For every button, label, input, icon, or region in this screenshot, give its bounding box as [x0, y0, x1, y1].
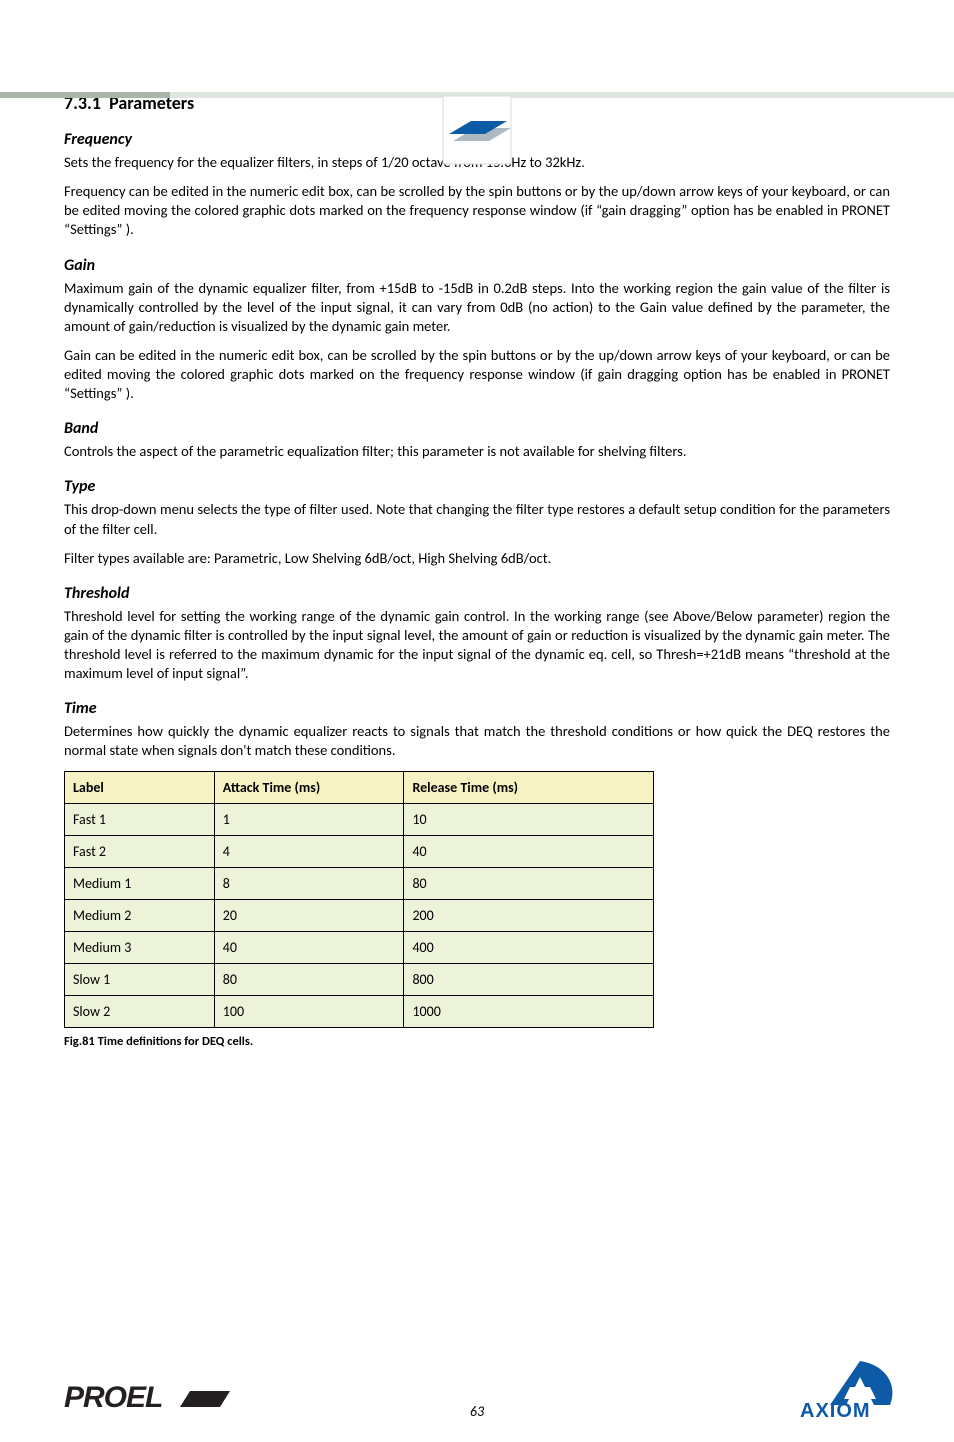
- table-row: Slow 180800: [65, 963, 654, 995]
- table-row: Medium 220200: [65, 899, 654, 931]
- table-header-row: LabelAttack Time (ms)Release Time (ms): [65, 771, 654, 803]
- table-cell: 80: [214, 963, 404, 995]
- table-cell: 40: [214, 931, 404, 963]
- table-header-cell: Label: [65, 771, 215, 803]
- header-arrow-icon: [419, 94, 535, 173]
- body-text: Maximum gain of the dynamic equalizer fi…: [64, 279, 890, 336]
- table-row: Fast 2440: [65, 835, 654, 867]
- table-cell: Slow 2: [65, 995, 215, 1027]
- table-cell: 100: [214, 995, 404, 1027]
- table-cell: 80: [404, 867, 654, 899]
- table-cell: Fast 2: [65, 835, 215, 867]
- param-heading-band: Band: [64, 419, 890, 438]
- body-text: Threshold level for setting the working …: [64, 607, 890, 684]
- table-cell: 800: [404, 963, 654, 995]
- param-heading-type: Type: [64, 477, 890, 496]
- table-cell: Slow 1: [65, 963, 215, 995]
- table-cell: 40: [404, 835, 654, 867]
- body-text: Controls the aspect of the parametric eq…: [64, 442, 890, 461]
- table-cell: Medium 2: [65, 899, 215, 931]
- body-text: This drop-down menu selects the type of …: [64, 500, 890, 538]
- table-cell: Medium 1: [65, 867, 215, 899]
- body-text: Gain can be edited in the numeric edit b…: [64, 346, 890, 403]
- table-row: Slow 21001000: [65, 995, 654, 1027]
- table-row: Fast 1110: [65, 803, 654, 835]
- table-cell: 1: [214, 803, 404, 835]
- svg-text:AXIOM: AXIOM: [800, 1400, 871, 1421]
- table-cell: 10: [404, 803, 654, 835]
- body-text: Filter types available are: Parametric, …: [64, 549, 890, 568]
- figure-caption: Fig.81 Time definitions for DEQ cells.: [64, 1034, 890, 1049]
- table-header-cell: Attack Time (ms): [214, 771, 404, 803]
- table-cell: 20: [214, 899, 404, 931]
- axiom-logo: AXIOM: [790, 1357, 910, 1426]
- table-row: Medium 340400: [65, 931, 654, 963]
- table-cell: Fast 1: [65, 803, 215, 835]
- svg-text:PROEL: PROEL: [64, 1381, 162, 1414]
- param-heading-gain: Gain: [64, 256, 890, 275]
- page-footer: PROEL 63 AXIOM: [0, 1403, 954, 1420]
- proel-logo: PROEL: [64, 1377, 232, 1424]
- param-heading-threshold: Threshold: [64, 584, 890, 603]
- deq-time-table: LabelAttack Time (ms)Release Time (ms) F…: [64, 771, 654, 1028]
- table-header-cell: Release Time (ms): [404, 771, 654, 803]
- table-row: Medium 1880: [65, 867, 654, 899]
- table-cell: 4: [214, 835, 404, 867]
- body-text: Frequency can be edited in the numeric e…: [64, 182, 890, 239]
- table-cell: 200: [404, 899, 654, 931]
- table-cell: 400: [404, 931, 654, 963]
- table-cell: 1000: [404, 995, 654, 1027]
- param-heading-time: Time: [64, 699, 890, 718]
- table-cell: Medium 3: [65, 931, 215, 963]
- table-cell: 8: [214, 867, 404, 899]
- body-text: Determines how quickly the dynamic equal…: [64, 722, 890, 760]
